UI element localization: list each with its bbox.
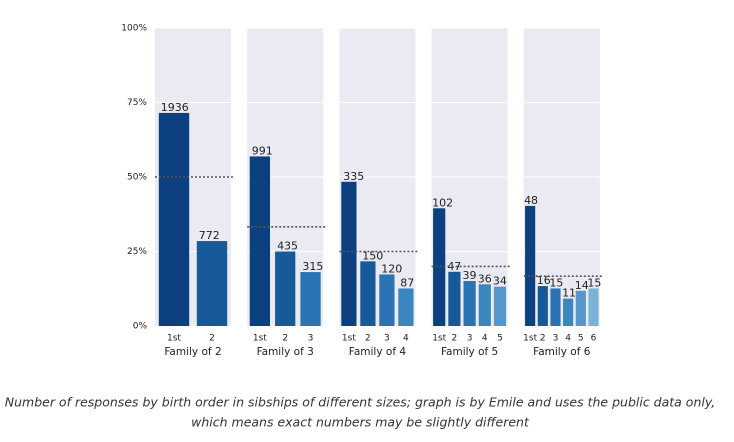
bar <box>379 274 395 326</box>
y-tick-label: 0% <box>133 322 148 332</box>
x-tick-label: 4 <box>482 334 488 344</box>
bar <box>300 272 321 326</box>
x-axis-label: Family of 2 <box>164 346 221 358</box>
count-label: 48 <box>524 194 538 207</box>
bar <box>448 271 461 326</box>
x-tick-label: 1st <box>253 334 267 344</box>
x-axis-label: Family of 4 <box>349 346 407 358</box>
bar <box>275 251 296 326</box>
y-tick-label: 100% <box>121 24 147 34</box>
bar <box>563 298 574 326</box>
x-tick-label: 2 <box>209 334 215 344</box>
count-label: 15 <box>587 276 601 289</box>
x-tick-label: 1st <box>342 334 356 344</box>
x-axis-label: Family of 3 <box>257 346 314 358</box>
bar <box>478 284 491 326</box>
count-label: 1936 <box>161 101 189 114</box>
count-label: 991 <box>252 144 273 157</box>
y-tick-label: 75% <box>127 98 147 108</box>
count-label: 34 <box>493 275 507 288</box>
y-tick-label: 50% <box>127 173 147 183</box>
x-tick-label: 4 <box>565 334 571 344</box>
x-tick-label: 2 <box>540 334 546 344</box>
count-label: 435 <box>277 240 298 253</box>
x-axis-label: Family of 5 <box>441 346 498 358</box>
count-label: 11 <box>562 287 576 300</box>
x-tick-label: 5 <box>497 334 503 344</box>
x-tick-label: 6 <box>591 334 597 344</box>
bar <box>433 208 446 326</box>
bar <box>525 205 536 326</box>
bar <box>537 286 548 326</box>
bar <box>341 181 357 326</box>
bar <box>196 241 228 326</box>
bar <box>398 288 414 326</box>
bar <box>550 288 561 326</box>
x-tick-label: 2 <box>452 334 458 344</box>
caption: Number of responses by birth order in si… <box>5 395 716 410</box>
bar <box>588 288 599 326</box>
count-label: 36 <box>478 272 492 285</box>
count-label: 772 <box>199 229 220 242</box>
count-label: 120 <box>381 262 402 275</box>
x-tick-label: 3 <box>467 334 473 344</box>
bar <box>493 286 507 326</box>
count-label: 16 <box>537 274 551 287</box>
count-label: 87 <box>400 276 414 289</box>
x-tick-label: 4 <box>403 334 409 344</box>
count-label: 47 <box>447 260 461 273</box>
bar <box>463 281 476 326</box>
caption: which means exact numbers may be slightl… <box>191 415 530 430</box>
bar <box>575 290 586 326</box>
x-tick-label: 3 <box>384 334 390 344</box>
bar <box>360 261 376 326</box>
count-label: 39 <box>463 269 477 282</box>
x-axis-label: Family of 6 <box>533 346 591 358</box>
count-label: 150 <box>362 249 383 262</box>
x-tick-label: 2 <box>282 334 288 344</box>
x-tick-label: 3 <box>308 334 314 344</box>
x-tick-label: 1st <box>167 334 181 344</box>
y-tick-label: 25% <box>127 247 147 257</box>
x-tick-label: 2 <box>365 334 371 344</box>
x-tick-label: 5 <box>578 334 584 344</box>
count-label: 335 <box>343 170 364 183</box>
count-label: 15 <box>549 276 563 289</box>
count-label: 14 <box>575 279 589 292</box>
x-tick-label: 1st <box>523 334 537 344</box>
x-tick-label: 3 <box>553 334 559 344</box>
count-label: 102 <box>432 196 453 209</box>
bar <box>249 156 270 326</box>
count-label: 315 <box>302 260 323 273</box>
x-tick-label: 1st <box>432 334 446 344</box>
bar <box>158 112 190 327</box>
